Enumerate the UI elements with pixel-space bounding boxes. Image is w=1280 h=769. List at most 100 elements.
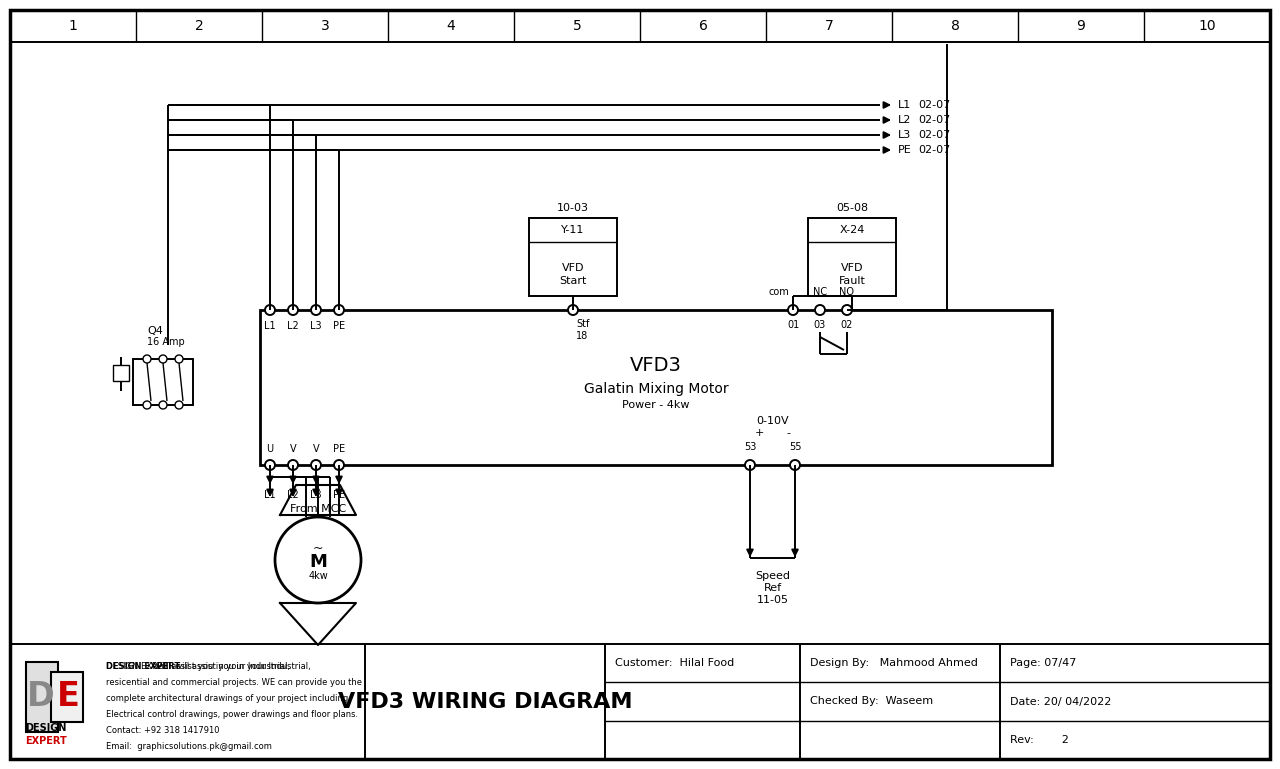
Circle shape <box>815 305 826 315</box>
Text: VFD: VFD <box>841 263 863 273</box>
Text: 53: 53 <box>744 442 756 452</box>
Text: DESIGN EXPERT will assist you in your Industrial,: DESIGN EXPERT will assist you in your In… <box>106 662 311 671</box>
Circle shape <box>788 305 797 315</box>
Text: L2: L2 <box>287 490 298 500</box>
Text: Electrical control drawings, power drawings and floor plans.: Electrical control drawings, power drawi… <box>106 710 358 719</box>
Text: PE: PE <box>333 444 346 454</box>
Text: 9: 9 <box>1076 19 1085 33</box>
Text: 2: 2 <box>195 19 204 33</box>
Text: 02-07: 02-07 <box>918 130 950 140</box>
Bar <box>808 218 896 296</box>
Text: complete architectural drawings of your project including: complete architectural drawings of your … <box>106 694 348 703</box>
Circle shape <box>143 401 151 409</box>
Text: 18: 18 <box>576 331 589 341</box>
Text: Contact: +92 318 1417910: Contact: +92 318 1417910 <box>106 726 219 735</box>
Text: Date: 20/ 04/2022: Date: 20/ 04/2022 <box>1010 697 1111 707</box>
Text: 8: 8 <box>951 19 960 33</box>
Text: ~: ~ <box>312 541 324 554</box>
Text: L3: L3 <box>310 490 321 500</box>
Circle shape <box>275 517 361 603</box>
Circle shape <box>334 305 344 315</box>
Text: 10: 10 <box>1198 19 1216 33</box>
Text: 01: 01 <box>787 320 799 330</box>
Text: PE: PE <box>333 321 346 331</box>
Text: Start: Start <box>559 276 586 286</box>
Text: L1: L1 <box>264 321 275 331</box>
Text: V: V <box>312 444 319 454</box>
Circle shape <box>842 305 852 315</box>
Text: 5: 5 <box>572 19 581 33</box>
Text: Y-11: Y-11 <box>562 225 585 235</box>
Text: 1: 1 <box>69 19 77 33</box>
Text: Galatin Mixing Motor: Galatin Mixing Motor <box>584 382 728 397</box>
Text: Checked By:  Waseem: Checked By: Waseem <box>810 697 933 707</box>
Circle shape <box>265 460 275 470</box>
Circle shape <box>143 355 151 363</box>
Text: M: M <box>308 553 326 571</box>
Text: Rev:        2: Rev: 2 <box>1010 735 1069 745</box>
Text: 4: 4 <box>447 19 456 33</box>
Text: com: com <box>768 287 788 297</box>
Text: PE: PE <box>899 145 911 155</box>
Text: PE: PE <box>333 490 346 500</box>
Text: Speed: Speed <box>755 571 790 581</box>
Text: 0-10V: 0-10V <box>756 416 788 426</box>
Circle shape <box>159 355 166 363</box>
Circle shape <box>159 401 166 409</box>
Text: 10-03: 10-03 <box>557 203 589 213</box>
Text: X-24: X-24 <box>840 225 865 235</box>
Text: 7: 7 <box>824 19 833 33</box>
Circle shape <box>334 460 344 470</box>
Text: 05-08: 05-08 <box>836 203 868 213</box>
Text: Stf: Stf <box>576 319 589 329</box>
Text: will assist you in your Industrial,: will assist you in your Industrial, <box>151 662 289 671</box>
Text: E: E <box>56 681 79 714</box>
Text: 11-05: 11-05 <box>756 595 788 605</box>
Text: U: U <box>266 444 274 454</box>
Text: D: D <box>27 681 55 714</box>
Bar <box>51 672 83 722</box>
Bar <box>529 218 617 296</box>
Text: L1: L1 <box>264 490 275 500</box>
Circle shape <box>175 401 183 409</box>
Bar <box>113 365 129 381</box>
Text: DESIGN: DESIGN <box>26 723 67 733</box>
Text: Design By:   Mahmood Ahmed: Design By: Mahmood Ahmed <box>810 658 978 668</box>
Circle shape <box>568 305 579 315</box>
Text: VFD3 WIRING DIAGRAM: VFD3 WIRING DIAGRAM <box>338 691 632 711</box>
Text: NC: NC <box>813 287 827 297</box>
Text: 3: 3 <box>320 19 329 33</box>
Text: resicential and commercial projects. WE can provide you the: resicential and commercial projects. WE … <box>106 678 362 687</box>
Text: +: + <box>755 428 764 438</box>
Text: 6: 6 <box>699 19 708 33</box>
Text: Email:  graphicsolutions.pk@gmail.com: Email: graphicsolutions.pk@gmail.com <box>106 742 271 751</box>
Text: Page: 07/47: Page: 07/47 <box>1010 658 1076 668</box>
Text: -: - <box>786 428 790 438</box>
Text: L3: L3 <box>899 130 911 140</box>
Bar <box>133 359 193 405</box>
Text: NO: NO <box>840 287 855 297</box>
Bar <box>26 662 58 732</box>
Text: 02-07: 02-07 <box>918 145 950 155</box>
Text: L2: L2 <box>287 321 298 331</box>
Circle shape <box>288 460 298 470</box>
Text: VFD3: VFD3 <box>630 356 682 375</box>
Text: From MCC: From MCC <box>289 504 346 514</box>
Text: Q4: Q4 <box>147 326 163 336</box>
Text: 4kw: 4kw <box>308 571 328 581</box>
Circle shape <box>311 460 321 470</box>
Text: EXPERT: EXPERT <box>26 736 67 746</box>
Text: VFD: VFD <box>562 263 584 273</box>
Text: Ref: Ref <box>763 583 782 593</box>
Text: 03: 03 <box>814 320 826 330</box>
Text: L2: L2 <box>899 115 911 125</box>
Circle shape <box>265 305 275 315</box>
Text: L1: L1 <box>899 100 911 110</box>
Circle shape <box>790 460 800 470</box>
Text: 55: 55 <box>788 442 801 452</box>
Text: Power - 4kw: Power - 4kw <box>622 401 690 411</box>
Bar <box>260 310 1052 465</box>
Text: 02: 02 <box>841 320 854 330</box>
Circle shape <box>288 305 298 315</box>
Circle shape <box>745 460 755 470</box>
